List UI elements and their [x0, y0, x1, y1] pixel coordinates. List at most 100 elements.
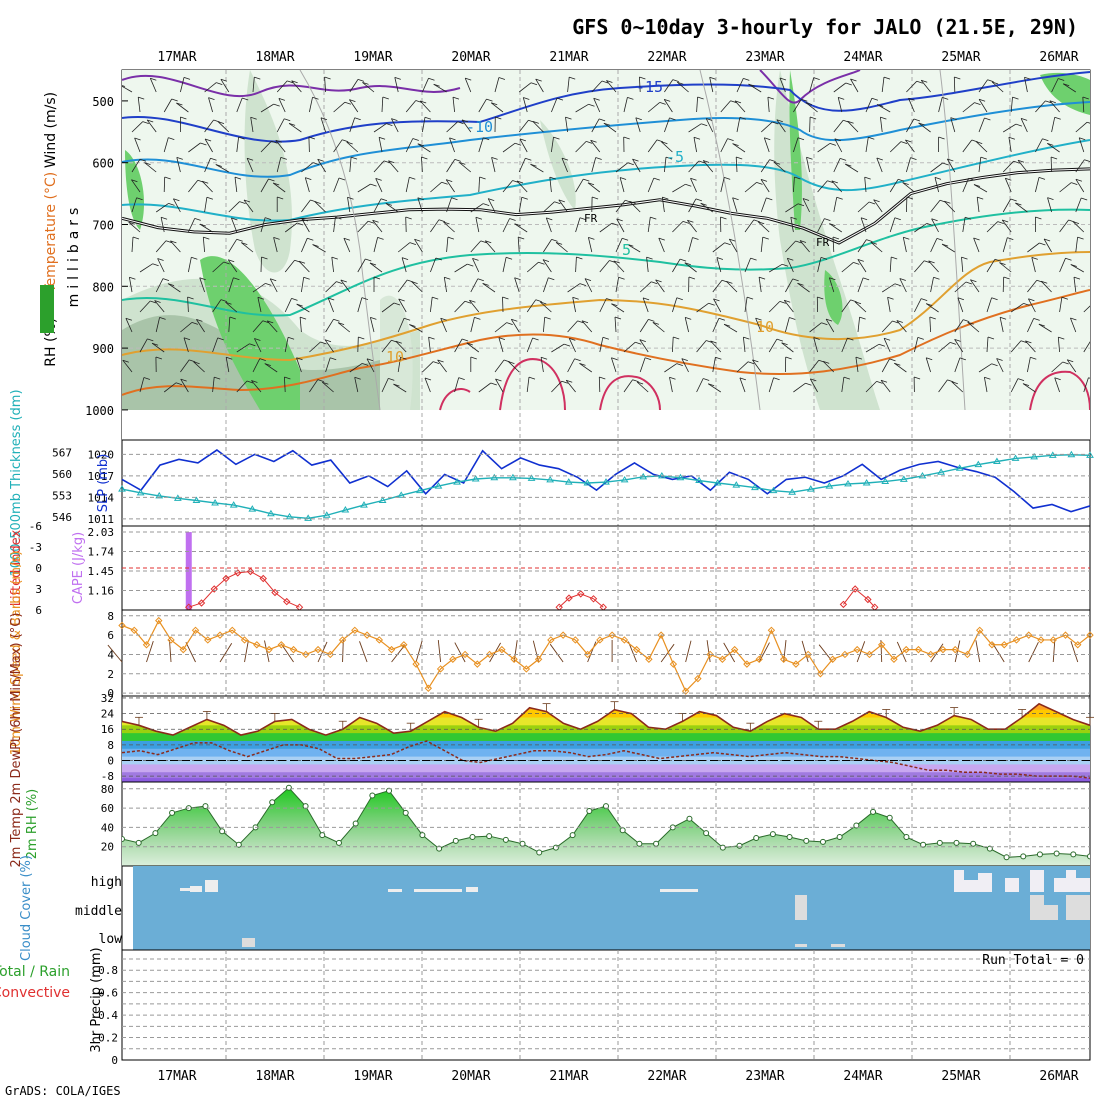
wind-barb-flag: [164, 176, 171, 180]
wind-barb-flag: [1038, 177, 1046, 180]
wind-barb: [227, 259, 238, 273]
wind-barb-flag: [845, 163, 852, 167]
wind-speed-point: [118, 621, 126, 630]
wind-barb: [454, 338, 463, 353]
wind-barb-flag: [918, 122, 925, 126]
wind-barb-flag: [655, 279, 662, 283]
wind-barb-flag: [724, 242, 731, 246]
wind-barb-flag: [987, 336, 995, 340]
wind-barb: [139, 338, 148, 353]
wind-barb: [623, 341, 636, 353]
wind-barb: [639, 357, 646, 373]
wind-speed-point: [779, 655, 788, 663]
wind-barb: [381, 96, 384, 113]
wind-barb: [606, 80, 617, 93]
wind-barb: [446, 197, 452, 213]
wind-barb: [357, 336, 359, 353]
wind-barb: [1027, 357, 1031, 373]
date-tick-label: 23MAR: [745, 1069, 784, 1084]
wind-barb: [1078, 137, 1085, 153]
wind-barb: [696, 378, 704, 393]
rh-point: [122, 835, 125, 842]
wind-barb: [212, 261, 224, 273]
wind-barb: [204, 119, 214, 133]
wind-barb: [712, 279, 723, 293]
wind-barb: [664, 363, 678, 373]
wind-barb-flag: [305, 177, 312, 180]
lifted-index-point: [864, 595, 872, 604]
wind-barb: [284, 260, 295, 273]
date-axis-top: 17MAR 18MAR 19MAR 20MAR 21MAR 22MAR 23MAR 24MAR…: [157, 50, 1078, 65]
wind-barb: [768, 263, 783, 273]
wind-speed-point: [1037, 636, 1045, 644]
wind-barb: [619, 177, 625, 193]
wind-barb-flag: [810, 378, 817, 382]
wind-barb: [131, 197, 137, 213]
thickness-point: [862, 479, 871, 486]
wind-barb-flag: [254, 76, 261, 80]
wind-barb-flag: [773, 161, 781, 165]
wind-barb: [908, 98, 915, 113]
wind-barb-flag: [162, 278, 170, 281]
wind-speed-point: [277, 641, 285, 649]
wind-barb-flag: [732, 143, 739, 146]
wind-barb-flag: [635, 341, 642, 345]
wind-barb: [1051, 361, 1063, 373]
wind-barb: [343, 238, 351, 253]
lifted-index-axis-label: Lifted Index: [9, 529, 24, 606]
wind-barb-flag: [652, 322, 660, 325]
wind-barb: [1020, 118, 1028, 133]
wind-barb: [758, 277, 762, 293]
wind-barb: [760, 237, 764, 253]
wind-barb-flag: [1042, 138, 1049, 142]
wind-barb-flag: [273, 182, 280, 186]
wind-barb-flag: [688, 276, 696, 280]
thickness-point: [453, 478, 461, 485]
wind-speed-point: [363, 631, 371, 639]
thickness-point: [564, 478, 573, 485]
wind-barb-flag: [685, 183, 692, 187]
wind-barb-flag: [271, 140, 278, 144]
wind-barb-flag: [650, 216, 657, 220]
wind-barb: [369, 262, 383, 273]
run-total-annotation: Run Total = 0: [982, 953, 1084, 968]
wind-barb: [793, 176, 795, 193]
wind-barb: [257, 297, 262, 313]
contour-label: FR: [816, 236, 830, 249]
wind-speed-point: [951, 645, 959, 654]
thickness-point: [248, 505, 257, 512]
wind-barb-flag: [864, 176, 871, 180]
wind-barb-flag: [361, 297, 369, 300]
wind-barb: [349, 117, 356, 133]
wind-barb-flag: [611, 303, 618, 307]
wind-barb-flag: [967, 321, 974, 325]
wind-barb-flag: [370, 317, 377, 320]
wind-barb-flag: [155, 356, 163, 360]
surface-wind-barb: [244, 640, 249, 663]
pressure-tick-label: 900: [92, 342, 114, 356]
wind-barb-flag: [1092, 339, 1098, 341]
thickness-point: [322, 511, 331, 518]
wind-barb-flag: [991, 297, 998, 301]
wind-barb: [167, 283, 181, 293]
wind-barb: [349, 99, 359, 113]
wind-barb-flag: [458, 377, 465, 380]
thickness-point: [341, 506, 350, 513]
wind-barb-flag: [196, 319, 203, 322]
wind-barb: [865, 98, 873, 113]
wind-barb: [370, 317, 375, 333]
wind-barb: [954, 319, 964, 333]
wind-barb: [857, 259, 867, 273]
wind-barb: [1057, 337, 1060, 353]
wind-barb: [881, 320, 893, 333]
wind-barb-flag: [1013, 160, 1020, 164]
wind-barb-flag: [781, 263, 789, 267]
wind-barb-flag: [299, 316, 307, 320]
wind-barb: [395, 340, 407, 353]
wind-barb-flag: [370, 183, 377, 187]
wind-barb-flag: [154, 300, 161, 303]
wind-barb-flag: [949, 342, 957, 345]
wind-barb-flag: [437, 359, 444, 363]
wind-barb: [199, 277, 205, 293]
wind-barb: [773, 161, 786, 173]
